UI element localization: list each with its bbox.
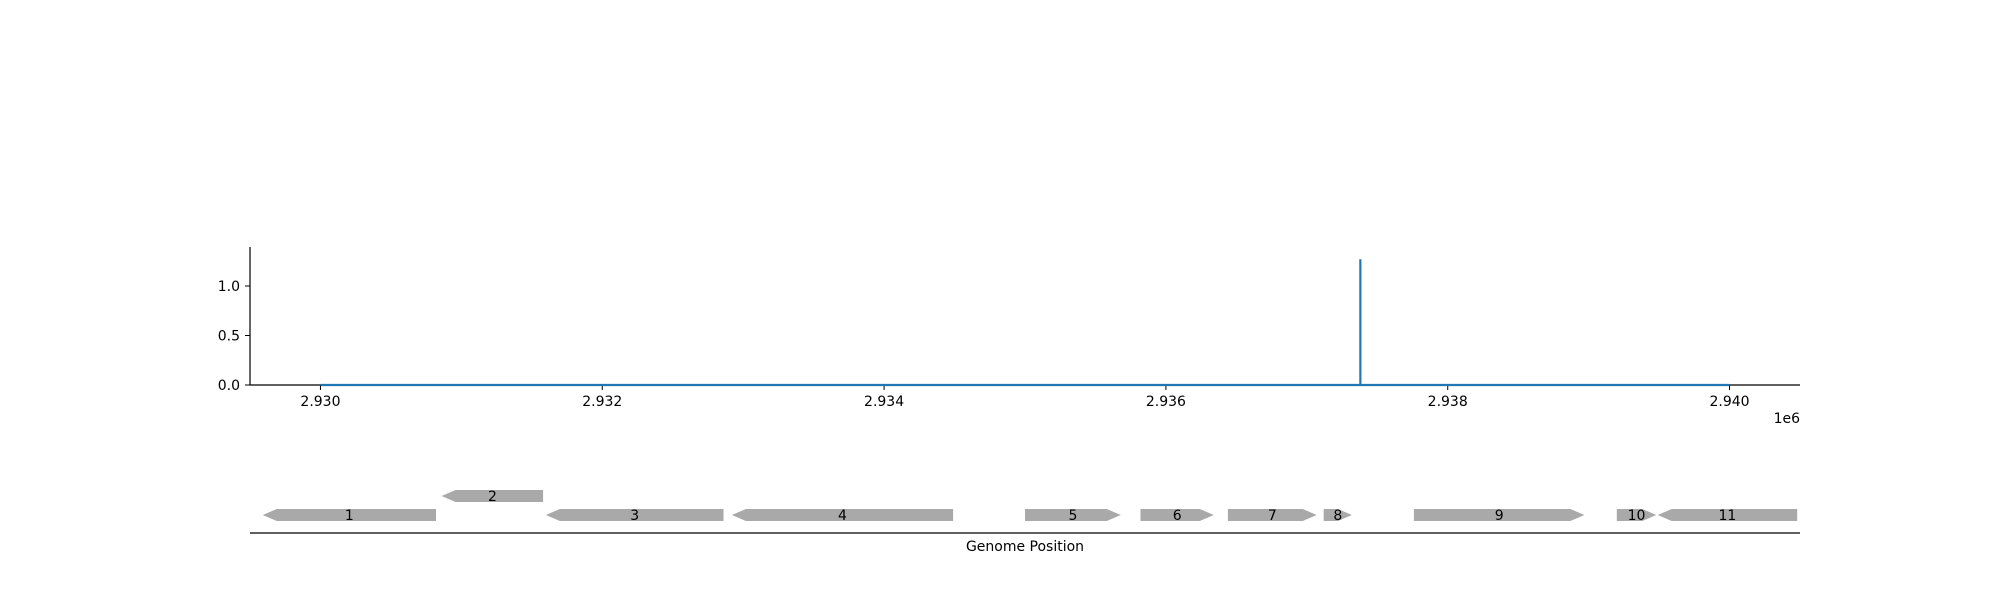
- gene-arrow-5: [1025, 509, 1121, 521]
- y-tick-label: 0.5: [218, 329, 240, 345]
- gene-label-4: 4: [838, 508, 847, 524]
- gene-arrow-6: [1140, 509, 1214, 521]
- y-tick-label: 1.0: [218, 279, 240, 295]
- x-tick-label: 2.936: [1146, 394, 1186, 410]
- coverage-plot: 0.0 0.5 1.0 2.930 2.932 2.934 2.936 2.938 2.940 1…: [218, 247, 1800, 427]
- gene-arrow-11: [1657, 509, 1798, 521]
- gene-arrow-3: [545, 509, 724, 521]
- x-tick-label: 2.938: [1428, 394, 1468, 410]
- y-tick-label: 0.0: [218, 378, 240, 394]
- x-tick-label: 2.930: [300, 394, 340, 410]
- gene-label-10: 10: [1628, 508, 1646, 524]
- gene-label-5: 5: [1068, 508, 1077, 524]
- gene-arrow-2: [441, 490, 544, 502]
- gene-label-1: 1: [345, 508, 354, 524]
- gene-label-2: 2: [488, 489, 497, 505]
- gene-track: 1 2 3 4 5 6 7 8 9 10 11 Genome Position: [250, 489, 1800, 555]
- coverage-series-line: [320, 259, 1730, 387]
- gene-arrow-7: [1227, 509, 1317, 521]
- gene-label-9: 9: [1495, 508, 1504, 524]
- gene-arrow-9: [1413, 509, 1585, 521]
- gene-track-xlabel: Genome Position: [966, 539, 1084, 555]
- gene-label-6: 6: [1173, 508, 1182, 524]
- gene-label-3: 3: [630, 508, 639, 524]
- gene-label-11: 11: [1718, 508, 1736, 524]
- gene-arrow-10: [1616, 509, 1657, 521]
- gene-arrow-4: [731, 509, 954, 521]
- gene-arrow-8: [1323, 509, 1352, 521]
- gene-label-8: 8: [1333, 508, 1342, 524]
- x-offset-label: 1e6: [1774, 411, 1801, 427]
- gene-label-7: 7: [1268, 508, 1277, 524]
- x-tick-label: 2.940: [1709, 394, 1749, 410]
- x-tick-label: 2.934: [864, 394, 904, 410]
- x-tick-label: 2.932: [582, 394, 622, 410]
- gene-arrow-1: [262, 509, 436, 521]
